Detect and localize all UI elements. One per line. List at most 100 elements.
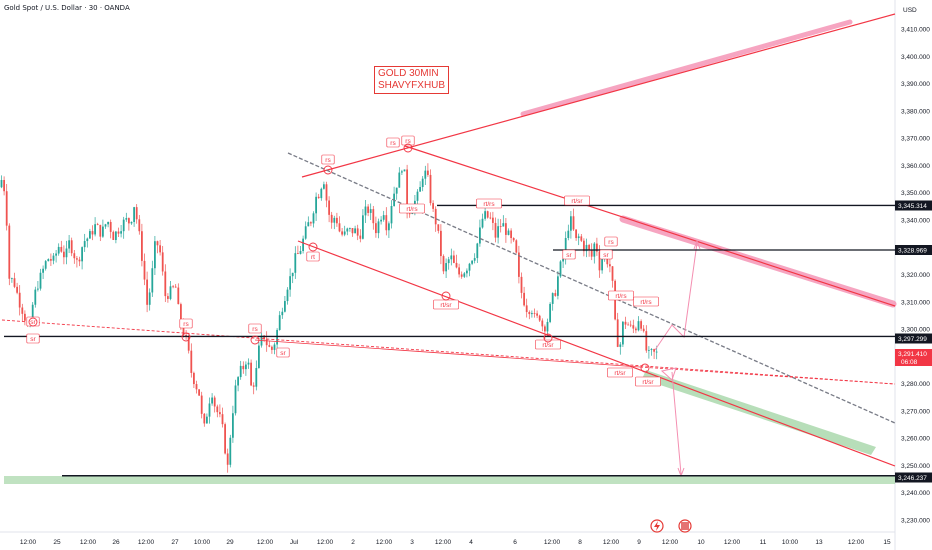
price-tick-label: 3,370.000 — [901, 136, 930, 143]
candle-body — [161, 252, 164, 272]
candle-body — [367, 206, 369, 213]
candle-body — [601, 258, 603, 271]
time-tick-label: 10:00 — [782, 539, 799, 546]
candle-body — [237, 377, 239, 386]
candle-body — [117, 231, 120, 234]
candle-body — [13, 278, 16, 287]
candle-body — [299, 251, 302, 254]
candle-body — [458, 267, 460, 275]
candle-body — [351, 228, 354, 234]
symbol-title: Gold Spot / U.S. Dollar · 30 · OANDA — [4, 4, 130, 12]
candle-body — [180, 304, 182, 325]
time-tick-label: 12:00 — [848, 539, 865, 546]
candle-body — [216, 406, 219, 413]
marker-box — [248, 323, 262, 334]
candle-body — [146, 279, 148, 305]
candle-body — [115, 231, 117, 241]
price-tick-label: 3,280.000 — [901, 381, 930, 388]
time-tick-label: 12:00 — [724, 539, 741, 546]
time-tick-label: 4 — [469, 539, 473, 546]
marker-label: sr — [603, 252, 609, 259]
marker-box — [607, 367, 633, 378]
candle-body — [5, 191, 8, 226]
price-tick-label: 3,270.000 — [901, 408, 930, 415]
upper-channel-zone — [520, 19, 853, 117]
candle-body — [518, 252, 520, 277]
candle-body — [250, 362, 252, 386]
dashed-support-line — [1, 319, 896, 385]
level-tag — [895, 472, 932, 483]
candle-body — [323, 184, 325, 189]
candle-body — [408, 213, 411, 215]
level-tag-label: 3,328.969 — [898, 248, 927, 255]
candle-body — [645, 331, 648, 351]
candle-body — [440, 230, 442, 257]
candle-body — [596, 243, 598, 252]
candle-body — [247, 362, 250, 365]
candle-body — [567, 230, 570, 239]
candle-body — [325, 184, 328, 201]
candle-body — [533, 313, 536, 314]
candle-body — [575, 229, 577, 239]
candle-body — [312, 213, 315, 224]
marker-box — [321, 154, 335, 165]
candle-body — [336, 217, 338, 224]
time-tick-label: 12:00 — [603, 539, 620, 546]
candle-body — [208, 403, 211, 417]
candle-body — [255, 368, 258, 387]
candle-body — [81, 247, 83, 262]
candle-body — [21, 307, 24, 314]
candle-body — [520, 276, 523, 293]
candle-body — [445, 263, 447, 272]
candle-body — [401, 171, 403, 173]
candle-body — [128, 218, 130, 224]
pivot-circle — [441, 291, 451, 301]
countdown-label: 06:08 — [901, 359, 918, 366]
candle-body — [154, 241, 156, 269]
candle-body — [541, 320, 544, 327]
candle-body — [96, 224, 99, 225]
ascending-trendline — [301, 13, 896, 178]
marker-label: sr — [30, 336, 36, 343]
candle-body — [203, 413, 206, 424]
candle-body — [42, 268, 44, 273]
candle-body — [624, 321, 627, 325]
candle-body — [239, 365, 242, 378]
candle-body — [164, 271, 167, 297]
candle-body — [642, 328, 645, 332]
candle-body — [476, 243, 479, 259]
candle-body — [609, 264, 611, 267]
candle-body — [421, 178, 424, 188]
pivot-circle — [640, 363, 650, 373]
time-tick-label: 3 — [410, 539, 414, 546]
candle-body — [265, 339, 268, 346]
marker-box — [564, 195, 590, 206]
candle-body — [122, 219, 125, 232]
candle-body — [120, 231, 122, 234]
candle-body — [307, 222, 310, 227]
candle-body — [583, 240, 585, 252]
marker-label: rt/rs — [483, 201, 495, 208]
candle-body — [463, 273, 466, 277]
time-tick-label: 12:00 — [662, 539, 679, 546]
candle-body — [167, 296, 169, 299]
candle-body — [34, 289, 37, 305]
candle-body — [320, 188, 323, 199]
candle-body — [525, 305, 528, 313]
marker-label: rt/sr — [614, 370, 626, 377]
marker-box — [635, 376, 661, 387]
marker-label: rt — [311, 254, 315, 261]
bearish-projection-path — [671, 371, 682, 475]
candle-body — [507, 230, 510, 235]
time-tick-label: 8 — [578, 539, 582, 546]
marker-box — [179, 318, 193, 329]
candle-body — [551, 293, 554, 304]
pivot-circle — [28, 317, 38, 327]
candle-body — [650, 349, 653, 350]
candle-body — [109, 221, 112, 232]
candle-body — [544, 326, 546, 332]
marker-label: rs — [252, 326, 258, 333]
candle-body — [73, 253, 76, 259]
candle-body — [195, 384, 198, 390]
